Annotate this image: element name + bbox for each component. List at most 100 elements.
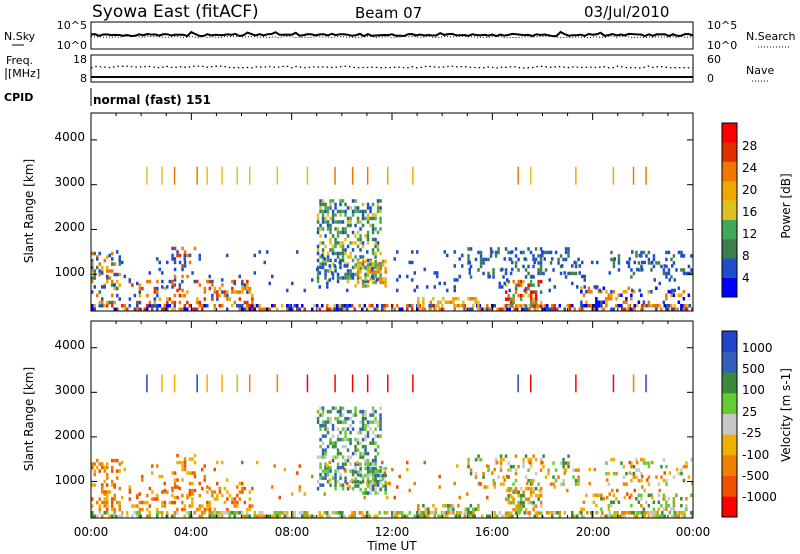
heatmap-cell <box>671 264 674 268</box>
heatmap-cell <box>592 307 596 311</box>
heatmap-cell <box>198 257 201 261</box>
heatmap-cell <box>482 471 485 476</box>
heatmap-cell <box>651 460 654 465</box>
heatmap-cell <box>690 271 693 276</box>
heatmap-cell <box>336 241 340 245</box>
heatmap-cell <box>645 500 648 504</box>
heatmap-cell <box>371 470 375 474</box>
heatmap-cell <box>329 199 332 203</box>
heatmap-cell <box>341 511 344 515</box>
heatmap-cell <box>156 286 159 291</box>
heatmap-cell <box>469 275 473 279</box>
heatmap-cell <box>98 504 101 508</box>
heatmap-cell <box>93 269 96 273</box>
colorbar-segment <box>722 331 737 352</box>
heatmap-cell <box>171 471 174 475</box>
heatmap-cell <box>331 406 335 410</box>
heatmap-cell <box>665 507 668 511</box>
heatmap-streak <box>412 374 414 393</box>
heatmap-cell <box>552 475 555 479</box>
heatmap-cell <box>101 462 104 466</box>
heatmap-cell <box>341 230 345 235</box>
heatmap-cell <box>238 297 242 301</box>
heatmap-cell <box>369 270 372 274</box>
heatmap-cell <box>371 265 375 270</box>
heatmap-cell <box>366 473 370 478</box>
heatmap-cell <box>605 514 608 518</box>
heatmap-cell <box>637 261 641 265</box>
heatmap-cell <box>611 488 614 493</box>
heatmap-cell <box>246 279 249 284</box>
heatmap-cell <box>171 307 174 311</box>
heatmap-cell <box>341 241 345 245</box>
heatmap-cell <box>522 493 525 498</box>
heatmap-cell <box>529 290 533 294</box>
heatmap-cell <box>668 471 671 475</box>
heatmap-cell <box>371 223 375 228</box>
heatmap-cell <box>491 471 494 475</box>
heatmap-cell <box>622 300 626 304</box>
heatmap-cell <box>341 465 345 470</box>
heatmap-cell <box>583 274 586 279</box>
heatmap-cell <box>509 464 513 469</box>
heatmap-cell <box>507 293 510 298</box>
colorbar-segment <box>722 351 737 373</box>
heatmap-cell <box>374 409 377 414</box>
heatmap-cell <box>319 427 322 431</box>
heatmap-cell <box>238 307 241 311</box>
heatmap-streak <box>530 374 532 393</box>
heatmap-cell <box>351 413 355 417</box>
heatmap-cell <box>482 271 485 276</box>
heatmap-cell <box>216 493 219 498</box>
heatmap-cell <box>291 514 294 518</box>
heatmap-cell <box>158 267 161 272</box>
heatmap-cell <box>233 514 236 518</box>
heatmap-cell <box>508 488 511 493</box>
heatmap-cell <box>506 514 509 518</box>
heatmap-cell <box>610 290 613 294</box>
heatmap-cell <box>529 293 533 298</box>
heatmap-cell <box>178 307 181 311</box>
heatmap-cell <box>635 254 638 258</box>
heatmap-cell <box>356 460 359 465</box>
heatmap-cell <box>529 461 533 465</box>
heatmap-cell <box>523 511 526 515</box>
cpid-label: CPID <box>4 91 33 104</box>
heatmap-cell <box>534 293 538 298</box>
heatmap-cell <box>191 481 194 486</box>
heatmap-cell <box>449 511 453 515</box>
heatmap-cell <box>595 504 598 508</box>
heatmap-cell <box>635 514 638 518</box>
heatmap-cell <box>472 297 475 301</box>
heatmap-cell <box>422 304 425 308</box>
heatmap-cell <box>233 497 237 501</box>
heatmap-streak <box>249 166 251 185</box>
heatmap-cell <box>401 307 404 311</box>
heatmap-cell <box>341 444 345 449</box>
heatmap-cell <box>665 271 668 276</box>
heatmap-cell <box>655 261 658 265</box>
heatmap-cell <box>479 457 483 462</box>
noise-left-tick-bottom: 10^0 <box>57 39 87 52</box>
heatmap-cell <box>116 476 119 480</box>
heatmap-cell <box>517 293 520 298</box>
heatmap-cell <box>216 481 219 486</box>
heatmap-cell <box>251 304 254 308</box>
heatmap-cell <box>363 514 366 518</box>
heatmap-cell <box>319 476 322 480</box>
heatmap-cell <box>98 290 101 294</box>
heatmap-cell <box>218 514 221 518</box>
heatmap-cell <box>349 455 352 459</box>
heatmap-cell <box>633 304 636 308</box>
heatmap-cell <box>379 469 382 473</box>
colorbar-segment <box>722 161 737 182</box>
heatmap-cell <box>640 250 643 255</box>
heatmap-cell <box>374 216 377 221</box>
heatmap-cell <box>366 284 370 288</box>
heatmap-cell <box>376 241 380 245</box>
heatmap-cell <box>91 462 94 466</box>
heatmap-cell <box>181 264 184 268</box>
heatmap-cell <box>226 297 229 301</box>
heatmap-cell <box>607 297 611 301</box>
heatmap-cell <box>532 454 535 458</box>
